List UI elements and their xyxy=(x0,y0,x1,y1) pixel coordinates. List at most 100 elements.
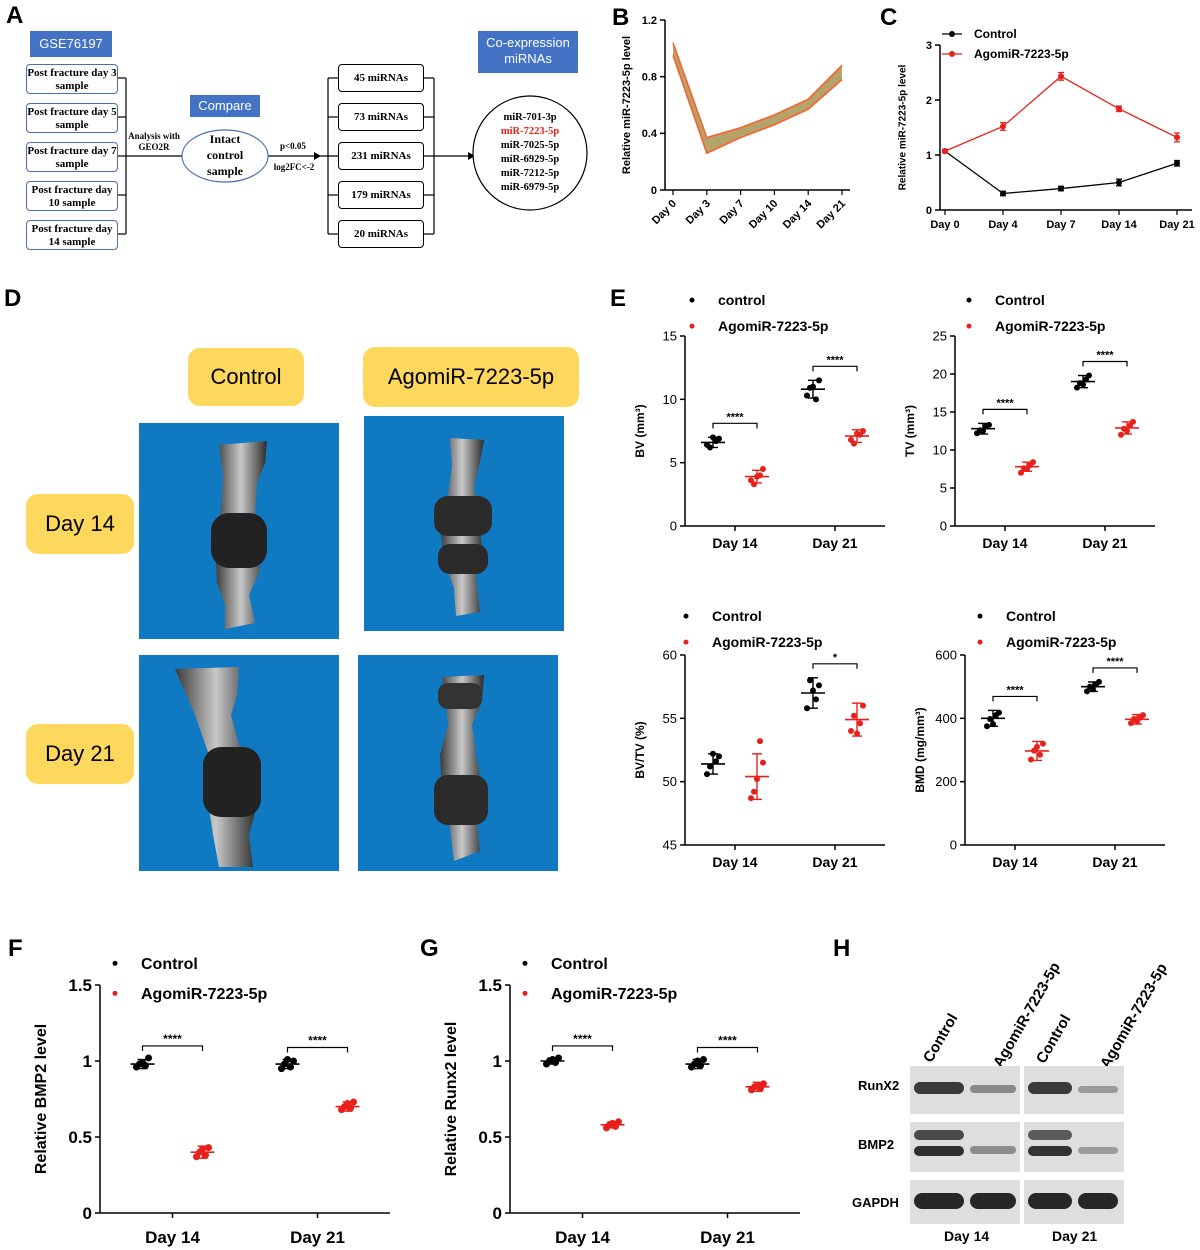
y-tick-label: 0 xyxy=(926,205,932,217)
y-tick-label: 400 xyxy=(935,711,957,726)
data-point xyxy=(848,728,854,734)
y-tick-label: 200 xyxy=(935,774,957,789)
y-tick-label: 5 xyxy=(940,481,947,496)
row-label-day14: Day 14 xyxy=(26,494,134,554)
legend-marker xyxy=(966,323,972,329)
x-tick-label: Day 14 xyxy=(555,1228,610,1247)
y-tick-label: 60 xyxy=(663,648,677,663)
legend-label: Control xyxy=(141,956,198,973)
significance-bracket xyxy=(286,1046,349,1053)
y-tick-label: 1.2 xyxy=(642,15,657,27)
chart-b: 0 0.4 0.8 1.2 Relative miR-7223-5p level Day … xyxy=(621,15,850,232)
microct-image xyxy=(358,655,558,871)
data-point xyxy=(851,440,857,447)
data-point xyxy=(760,759,766,766)
y-tick-label: 0 xyxy=(651,185,657,197)
y-tick-label: 1.5 xyxy=(68,976,92,995)
data-point xyxy=(857,720,863,727)
band xyxy=(1028,1130,1072,1140)
microct-image xyxy=(364,416,564,631)
y-tick-label: 600 xyxy=(935,648,957,663)
data-point xyxy=(1034,743,1040,750)
data-point xyxy=(205,1144,212,1152)
panel-letter-c: C xyxy=(880,4,898,31)
panel-letter-e: E xyxy=(610,285,627,312)
data-point xyxy=(942,148,948,155)
data-point xyxy=(139,1059,146,1067)
y-axis-label: TV (mm³) xyxy=(905,405,917,457)
y-tick-label: 3 xyxy=(926,40,932,52)
mirna-set-box: 45 miRNAs xyxy=(338,64,424,92)
data-point xyxy=(1093,681,1099,688)
sample-box: Post fracture day 3 sample xyxy=(26,64,118,94)
y-tick-label: 1 xyxy=(926,150,932,162)
chart-e-bvtv: 45 50 55 60 BV/TV (%) Day 14 Day 21 * Control Ago… xyxy=(633,608,885,870)
data-point xyxy=(804,392,810,399)
y-axis-label: BMD (mg/mm³) xyxy=(913,707,927,792)
data-point xyxy=(713,758,719,765)
data-point xyxy=(751,788,757,795)
legend-marker xyxy=(683,639,689,645)
x-tick-label: Day 21 xyxy=(812,535,857,551)
significance-bracket xyxy=(696,1046,759,1053)
data-point xyxy=(1127,422,1133,429)
x-tick-label: Day 10 xyxy=(747,198,781,232)
x-tick-label: Day 4 xyxy=(988,219,1018,231)
mirna-set-box: 20 miRNAs xyxy=(338,220,424,248)
mirna-item: miR-7212-5p xyxy=(500,168,560,179)
analysis-label: Analysis with GEO2R xyxy=(128,131,180,152)
data-point xyxy=(1084,688,1090,695)
x-tick-label: Day 14 xyxy=(145,1228,200,1247)
significance-label: * xyxy=(833,652,838,664)
data-point xyxy=(1018,469,1024,476)
legend-marker xyxy=(683,613,689,619)
data-point xyxy=(1134,718,1140,725)
chart-g: 0 0.5 1 1.5 Relative Runx2 level Day 14 Day 21… xyxy=(443,956,800,1247)
protein-label: BMP2 xyxy=(858,1137,895,1152)
data-point xyxy=(990,721,996,728)
legend-marker xyxy=(112,990,118,996)
significance-label: **** xyxy=(1106,656,1124,668)
y-tick-label: 0.5 xyxy=(478,1128,502,1147)
x-tick-label: Day 21 xyxy=(700,1228,755,1247)
chart-c: 0 1 2 3 Relative miR-7223-5p level Day 0 Day 4… xyxy=(897,27,1194,231)
data-point xyxy=(1174,160,1180,167)
y-axis-label: Relative miR-7223-5p level xyxy=(621,36,633,174)
lane-label: AgomiR-7223-5p xyxy=(1097,960,1171,1072)
significance-label: **** xyxy=(1006,684,1024,696)
significance-label: **** xyxy=(573,1032,592,1046)
data-point xyxy=(694,1057,701,1065)
data-point xyxy=(810,687,816,694)
protein-label: GAPDH xyxy=(852,1195,899,1210)
panel-letter-g: G xyxy=(420,935,439,962)
group-label: Day 14 xyxy=(944,1228,990,1244)
significance-bracket xyxy=(812,663,858,669)
data-point xyxy=(860,702,866,709)
y-tick-label: 50 xyxy=(663,774,677,789)
x-tick-label: Day 7 xyxy=(1046,219,1075,231)
y-tick-label: 0.5 xyxy=(68,1128,92,1147)
x-tick-label: Day 7 xyxy=(717,198,746,227)
x-tick-label: Day 0 xyxy=(930,219,959,231)
flowchart-connectors xyxy=(117,77,588,235)
y-tick-label: 10 xyxy=(933,443,947,458)
band xyxy=(1028,1082,1072,1094)
legend-label: Control xyxy=(1006,608,1056,624)
upper-line xyxy=(672,42,843,139)
x-tick-label: Day 21 xyxy=(815,198,849,232)
data-point xyxy=(704,771,710,778)
band xyxy=(970,1085,1016,1093)
data-point xyxy=(854,430,860,437)
coexpression-title: Co-expression miRNAs xyxy=(478,31,578,73)
band xyxy=(1078,1086,1118,1093)
data-point xyxy=(199,1145,206,1153)
legend-label: AgomiR-7223-5p xyxy=(712,634,822,650)
data-point xyxy=(609,1119,616,1127)
data-point xyxy=(716,753,722,760)
panel-letter-b: B xyxy=(612,4,630,31)
band xyxy=(914,1146,964,1156)
data-point xyxy=(710,434,716,441)
data-point xyxy=(710,750,716,757)
data-point xyxy=(984,723,990,730)
legend-marker xyxy=(522,960,528,966)
